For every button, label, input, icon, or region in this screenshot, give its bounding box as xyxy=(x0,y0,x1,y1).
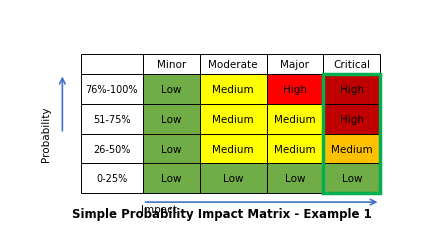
Text: Low: Low xyxy=(285,174,305,184)
FancyBboxPatch shape xyxy=(200,104,267,134)
FancyBboxPatch shape xyxy=(143,134,200,164)
FancyBboxPatch shape xyxy=(267,134,324,164)
FancyBboxPatch shape xyxy=(81,55,143,74)
Text: Medium: Medium xyxy=(274,144,316,154)
FancyBboxPatch shape xyxy=(81,74,143,104)
FancyBboxPatch shape xyxy=(267,164,324,194)
Text: Low: Low xyxy=(161,174,181,184)
Text: 0-25%: 0-25% xyxy=(96,174,127,184)
FancyBboxPatch shape xyxy=(267,74,324,104)
FancyBboxPatch shape xyxy=(324,134,381,164)
Text: Medium: Medium xyxy=(212,114,254,124)
FancyBboxPatch shape xyxy=(324,104,381,134)
FancyBboxPatch shape xyxy=(200,55,267,74)
Text: Impact: Impact xyxy=(141,204,177,214)
Text: Moderate: Moderate xyxy=(208,60,258,70)
FancyBboxPatch shape xyxy=(324,74,381,104)
FancyBboxPatch shape xyxy=(200,134,267,164)
FancyBboxPatch shape xyxy=(143,164,200,194)
FancyBboxPatch shape xyxy=(267,55,324,74)
Text: Critical: Critical xyxy=(334,60,371,70)
FancyBboxPatch shape xyxy=(324,164,381,194)
Text: Major: Major xyxy=(280,60,309,70)
Bar xyxy=(378,192,382,195)
FancyBboxPatch shape xyxy=(143,104,200,134)
Text: Low: Low xyxy=(161,84,181,94)
Text: High: High xyxy=(283,84,307,94)
Text: Simple Probability Impact Matrix - Example 1: Simple Probability Impact Matrix - Examp… xyxy=(72,208,371,220)
Text: Low: Low xyxy=(223,174,243,184)
Text: Medium: Medium xyxy=(212,84,254,94)
FancyBboxPatch shape xyxy=(200,164,267,194)
Text: High: High xyxy=(340,84,364,94)
FancyBboxPatch shape xyxy=(143,74,200,104)
Text: Medium: Medium xyxy=(212,144,254,154)
FancyBboxPatch shape xyxy=(200,74,267,104)
Text: High: High xyxy=(340,114,364,124)
Text: Probability: Probability xyxy=(41,106,51,162)
Text: Minor: Minor xyxy=(156,60,186,70)
Text: 76%-100%: 76%-100% xyxy=(86,84,138,94)
Text: Low: Low xyxy=(161,144,181,154)
FancyBboxPatch shape xyxy=(267,104,324,134)
Text: Medium: Medium xyxy=(331,144,373,154)
Text: Low: Low xyxy=(161,114,181,124)
FancyBboxPatch shape xyxy=(81,104,143,134)
FancyBboxPatch shape xyxy=(324,55,381,74)
Text: Low: Low xyxy=(342,174,362,184)
Text: 26-50%: 26-50% xyxy=(93,144,130,154)
Text: Medium: Medium xyxy=(274,114,316,124)
FancyBboxPatch shape xyxy=(81,134,143,164)
FancyBboxPatch shape xyxy=(143,55,200,74)
Text: 51-75%: 51-75% xyxy=(93,114,130,124)
FancyBboxPatch shape xyxy=(81,164,143,194)
